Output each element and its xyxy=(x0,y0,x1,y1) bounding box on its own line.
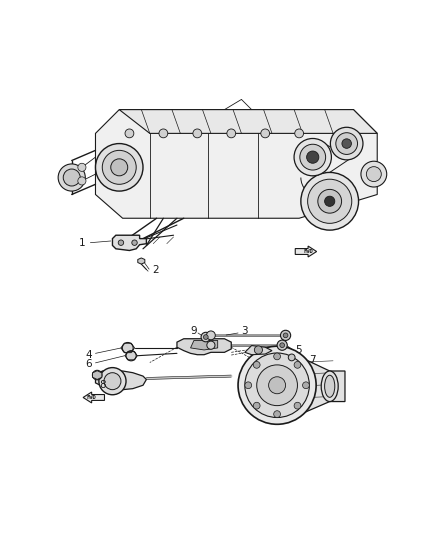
Circle shape xyxy=(201,332,211,342)
Circle shape xyxy=(58,164,85,191)
Text: 4: 4 xyxy=(85,350,92,360)
Polygon shape xyxy=(245,345,272,354)
Circle shape xyxy=(78,163,86,172)
Circle shape xyxy=(99,368,126,395)
Circle shape xyxy=(342,139,351,148)
Circle shape xyxy=(95,143,143,191)
Circle shape xyxy=(227,129,236,138)
Circle shape xyxy=(245,382,251,389)
Circle shape xyxy=(301,172,359,230)
Text: FWD: FWD xyxy=(86,395,96,400)
Circle shape xyxy=(92,370,102,380)
Circle shape xyxy=(295,129,304,138)
Circle shape xyxy=(257,365,297,406)
Circle shape xyxy=(277,340,287,350)
Text: 3: 3 xyxy=(241,326,247,336)
Circle shape xyxy=(336,133,357,155)
Circle shape xyxy=(159,129,168,138)
Circle shape xyxy=(254,346,262,354)
Circle shape xyxy=(268,377,286,394)
Circle shape xyxy=(300,144,325,170)
Ellipse shape xyxy=(321,371,338,401)
Text: 2: 2 xyxy=(152,265,159,275)
Polygon shape xyxy=(95,110,377,218)
Circle shape xyxy=(307,179,352,223)
Circle shape xyxy=(238,346,316,424)
Polygon shape xyxy=(119,110,377,133)
Circle shape xyxy=(104,373,121,390)
Circle shape xyxy=(118,240,124,245)
Circle shape xyxy=(288,354,295,361)
Circle shape xyxy=(207,341,215,349)
Circle shape xyxy=(78,177,86,185)
Circle shape xyxy=(318,189,342,213)
Circle shape xyxy=(283,333,288,338)
Polygon shape xyxy=(295,246,317,257)
Circle shape xyxy=(253,402,260,409)
Text: 9: 9 xyxy=(190,326,197,336)
Text: 1: 1 xyxy=(79,238,86,248)
Circle shape xyxy=(253,361,260,368)
Circle shape xyxy=(280,330,291,341)
Text: FWD: FWD xyxy=(304,249,314,254)
Circle shape xyxy=(303,382,309,389)
Text: 7: 7 xyxy=(309,355,315,365)
Circle shape xyxy=(63,169,80,186)
Circle shape xyxy=(203,335,208,340)
Text: 8: 8 xyxy=(99,379,106,390)
Circle shape xyxy=(111,159,128,176)
Circle shape xyxy=(280,343,285,348)
Circle shape xyxy=(307,151,319,163)
Circle shape xyxy=(206,331,215,340)
Circle shape xyxy=(261,129,270,138)
Circle shape xyxy=(294,361,301,368)
Circle shape xyxy=(245,353,309,417)
Polygon shape xyxy=(277,346,345,424)
Circle shape xyxy=(274,353,280,360)
Text: 5: 5 xyxy=(295,345,302,355)
Polygon shape xyxy=(191,341,218,350)
Circle shape xyxy=(132,240,137,245)
Ellipse shape xyxy=(325,375,335,397)
Circle shape xyxy=(361,161,387,187)
Circle shape xyxy=(366,167,381,182)
Polygon shape xyxy=(92,370,102,379)
Circle shape xyxy=(193,129,202,138)
Circle shape xyxy=(122,343,133,353)
Circle shape xyxy=(125,129,134,138)
Circle shape xyxy=(126,351,136,361)
Polygon shape xyxy=(138,258,145,264)
Circle shape xyxy=(102,150,136,184)
Circle shape xyxy=(325,196,335,206)
Circle shape xyxy=(274,411,280,417)
Circle shape xyxy=(294,139,332,176)
Circle shape xyxy=(294,402,301,409)
Text: 6: 6 xyxy=(85,359,92,369)
Polygon shape xyxy=(113,235,146,251)
Polygon shape xyxy=(83,392,105,403)
Polygon shape xyxy=(177,339,231,354)
Circle shape xyxy=(330,127,363,160)
Polygon shape xyxy=(95,371,146,390)
